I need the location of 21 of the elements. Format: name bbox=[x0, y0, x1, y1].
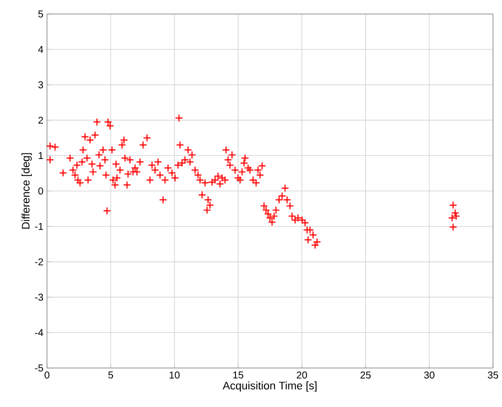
x-tick-label: 25 bbox=[360, 372, 371, 379]
x-tick-label: 15 bbox=[233, 372, 244, 378]
y-tick-label: -3 bbox=[35, 294, 44, 301]
y-tick-label: 0 bbox=[38, 187, 44, 195]
y-axis-title: Difference [deg] bbox=[22, 153, 32, 229]
x-tick-label: 0 bbox=[44, 372, 50, 379]
y-tick-label: -1 bbox=[35, 222, 43, 230]
x-tick-label: 10 bbox=[170, 372, 180, 379]
x-tick-label: 35 bbox=[488, 372, 498, 379]
x-tick-label: 30 bbox=[424, 372, 434, 379]
y-tick-label: -2 bbox=[35, 258, 43, 266]
y-tick-label: -5 bbox=[35, 364, 44, 372]
y-tick-label: 3 bbox=[38, 81, 44, 88]
y-tick-label: -4 bbox=[35, 329, 44, 336]
x-tick-label: 5 bbox=[108, 372, 114, 378]
x-tick-label: 20 bbox=[296, 372, 308, 379]
y-tick-label: 5 bbox=[38, 10, 44, 18]
y-tick-label: 2 bbox=[38, 116, 43, 124]
y-tick-label: 4 bbox=[38, 46, 44, 53]
y-tick-label: 1 bbox=[38, 152, 43, 160]
x-axis-title: Acquisition Time [s] bbox=[222, 381, 317, 392]
